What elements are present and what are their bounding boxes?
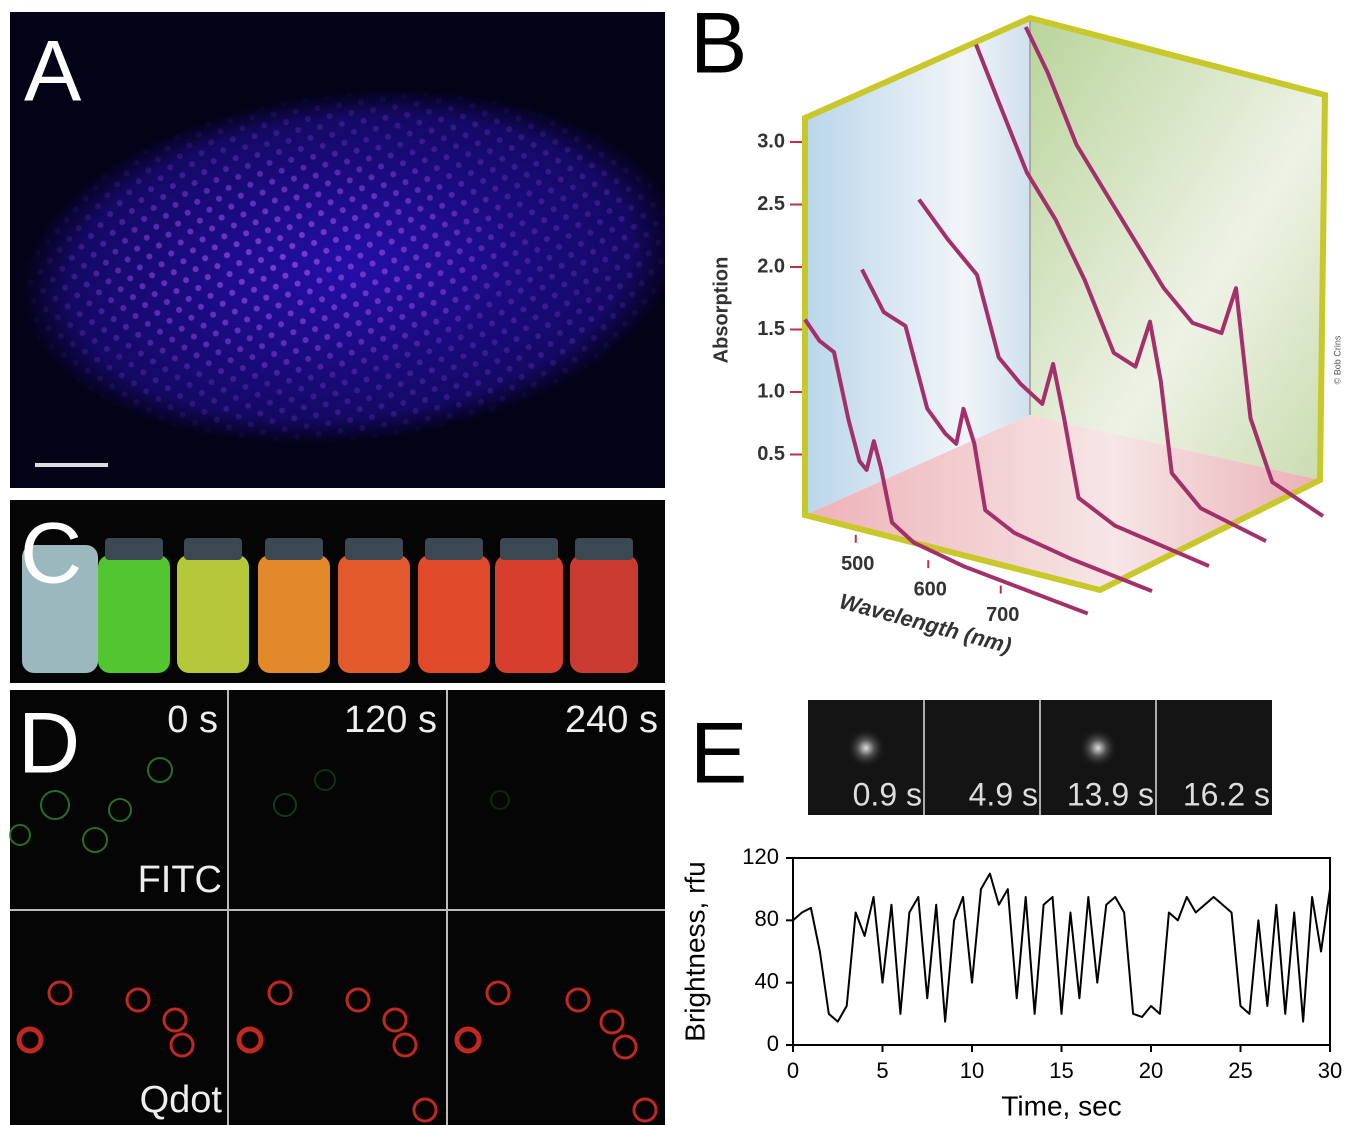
back-wall-right	[1030, 18, 1325, 480]
panel-c: C	[10, 500, 665, 683]
x-tick-label: 600	[914, 578, 947, 600]
y-tick-label: 2.0	[757, 255, 785, 277]
y-tick-label: 0	[767, 1031, 779, 1056]
time-label: 240 s	[565, 699, 658, 741]
y-tick-label: 3.0	[757, 130, 785, 152]
y-tick-label: 1.0	[757, 380, 785, 402]
row-label: FITC	[138, 859, 222, 901]
y-tick-label: 120	[742, 844, 779, 869]
figure: A C D 0 s	[0, 0, 1345, 1125]
x-tick-label: 0	[787, 1058, 799, 1083]
panel-a: A	[10, 12, 665, 488]
x-tick-label: 15	[1049, 1058, 1073, 1083]
x-tick-label: 5	[876, 1058, 888, 1083]
y-tick-label: 0.5	[757, 443, 785, 465]
y-tick-label: 40	[755, 968, 779, 993]
micrograph-grid	[10, 690, 665, 1125]
trace	[793, 874, 1330, 1022]
x-axis-label: Time, sec	[1001, 1090, 1121, 1121]
panel-label: E	[690, 706, 747, 802]
panel-label: C	[20, 506, 82, 602]
x-tick-label: 30	[1318, 1058, 1342, 1083]
y-axis-label: Brightness, rfu	[679, 861, 710, 1042]
x-tick-label: 10	[960, 1058, 984, 1083]
x-tick-label: 25	[1228, 1058, 1252, 1083]
y-tick-label: 80	[755, 906, 779, 931]
time-label: 0 s	[167, 699, 218, 741]
frame-time: 0.9 s	[853, 776, 922, 812]
y-tick-label: 2.5	[757, 193, 785, 215]
x-tick-label: 700	[986, 604, 1019, 626]
row-label: Qdot	[140, 1079, 223, 1121]
y-axis-label: Absorption	[710, 257, 732, 364]
frame-time: 4.9 s	[969, 776, 1038, 812]
time-label: 120 s	[344, 699, 437, 741]
spot	[846, 728, 886, 768]
credit: © Bob Crins	[1332, 335, 1342, 384]
y-tick-label: 1.5	[757, 318, 785, 340]
x-tick-label: 20	[1139, 1058, 1163, 1083]
panel-label: B	[690, 0, 747, 92]
panel-label: D	[18, 696, 80, 792]
frame-time: 16.2 s	[1183, 776, 1270, 812]
plot-frame	[793, 858, 1330, 1045]
panel-b: B © Bob Crins	[690, 0, 1342, 590]
frame-time: 13.9 s	[1067, 776, 1154, 812]
lattice-tint	[10, 12, 665, 488]
panel-label: A	[24, 24, 82, 120]
panel-d: D 0 s 120 s 240 s FITC Qdot	[10, 690, 665, 1125]
spot	[1078, 728, 1118, 768]
x-tick-label: 500	[841, 553, 874, 575]
panel-e: 0.9 s 4.9 s 13.9 s 16.2 s E	[690, 700, 1272, 815]
